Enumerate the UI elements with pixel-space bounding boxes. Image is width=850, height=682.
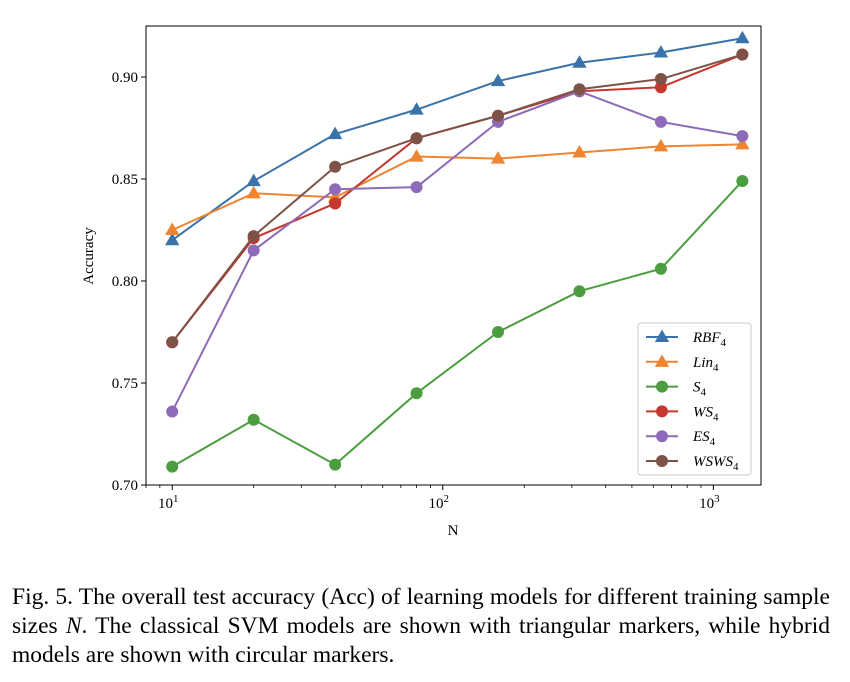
data-point-s4 xyxy=(492,326,505,338)
data-point-lin4 xyxy=(246,185,261,199)
data-point-rbf4 xyxy=(327,126,343,140)
data-point-es4 xyxy=(654,115,667,128)
y-tick-label: 0.80 xyxy=(112,274,138,290)
data-point-es4 xyxy=(166,405,179,418)
legend-marker-s4 xyxy=(656,380,668,393)
series-s4 xyxy=(166,175,749,473)
legend-label-wsws4: WSWS4 xyxy=(693,454,739,473)
legend-label-es4: ES4 xyxy=(692,429,716,448)
legend-label-rbf4: RBF4 xyxy=(692,330,727,349)
y-tick-label: 0.75 xyxy=(112,376,138,392)
data-point-s4 xyxy=(329,458,342,471)
data-point-wsws4 xyxy=(736,48,749,61)
caption-variable: N xyxy=(65,613,82,639)
data-point-lin4 xyxy=(735,136,750,150)
data-point-s4 xyxy=(410,387,423,400)
series-line-es4 xyxy=(171,90,743,413)
data-point-rbf4 xyxy=(409,102,424,115)
y-tick-label: 0.90 xyxy=(112,70,138,86)
series-es4 xyxy=(166,85,749,418)
series-wsws4 xyxy=(166,48,749,349)
data-point-rbf4 xyxy=(653,45,669,58)
legend-marker-wsws4 xyxy=(656,455,668,467)
data-point-es4 xyxy=(410,181,423,194)
data-point-lin4 xyxy=(490,151,506,164)
series-rbf4 xyxy=(165,30,750,246)
data-point-es4 xyxy=(247,244,260,257)
y-axis-label: Accuracy xyxy=(81,227,97,285)
x-tick-label: 102 xyxy=(429,493,450,512)
series-ws4 xyxy=(166,48,749,349)
figure-caption: Fig. 5. The overall test accuracy (Acc) … xyxy=(12,583,830,670)
legend-label-ws4: WS4 xyxy=(693,404,719,423)
data-point-lin4 xyxy=(165,222,180,236)
series-line-wsws4 xyxy=(171,53,743,343)
y-tick-label: 0.85 xyxy=(112,172,138,188)
y-tick-label: 0.70 xyxy=(112,478,138,494)
series-line-lin4 xyxy=(171,143,743,231)
caption-suffix: . The classical SVM models are shown wit… xyxy=(12,613,830,668)
data-point-rbf4 xyxy=(572,55,587,68)
data-point-rbf4 xyxy=(735,30,750,44)
data-point-wsws4 xyxy=(492,109,505,122)
data-point-es4 xyxy=(736,130,749,143)
accuracy-chart: 0.70 0.75 0.80 0.85 0.90 101 102 103 N Accuracy… xyxy=(81,25,762,539)
data-point-wsws4 xyxy=(410,132,423,145)
legend-marker-ws4 xyxy=(656,405,668,418)
data-point-rbf4 xyxy=(165,232,180,246)
data-point-s4 xyxy=(166,460,179,473)
x-tick-label: 103 xyxy=(699,493,720,512)
data-point-s4 xyxy=(736,175,749,188)
data-point-wsws4 xyxy=(573,83,586,96)
data-point-ws4 xyxy=(329,197,342,210)
data-point-s4 xyxy=(573,285,586,298)
data-point-lin4 xyxy=(409,149,424,162)
data-point-s4 xyxy=(654,262,667,275)
legend-label-s4: S4 xyxy=(693,380,707,399)
data-point-lin4 xyxy=(653,138,669,152)
legend-marker-es4 xyxy=(656,430,668,443)
legend-label-lin4: Lin4 xyxy=(692,355,719,374)
legend-marker-rbf4 xyxy=(654,329,670,343)
plot-frame xyxy=(145,25,762,486)
data-point-es4 xyxy=(329,183,342,196)
data-point-wsws4 xyxy=(247,230,260,243)
legend-marker-lin4 xyxy=(654,354,670,367)
legend: RBF4 Lin4 S4 WS4 ES4 WSWS4 xyxy=(637,322,752,476)
series-layer xyxy=(165,30,750,473)
series-line-ws4 xyxy=(171,53,743,343)
axis-ticks: 0.70 0.75 0.80 0.85 0.90 101 102 103 xyxy=(112,70,720,512)
caption-prefix: Fig. 5. The overall test accuracy (Acc) … xyxy=(12,584,830,639)
data-point-rbf4 xyxy=(246,173,261,187)
data-point-wsws4 xyxy=(329,160,342,173)
series-line-s4 xyxy=(171,180,744,468)
series-line-rbf4 xyxy=(171,37,743,242)
data-point-wsws4 xyxy=(654,73,667,86)
series-lin4 xyxy=(165,136,750,236)
data-point-lin4 xyxy=(572,145,587,158)
data-point-s4 xyxy=(247,413,260,426)
data-point-wsws4 xyxy=(166,336,179,349)
x-tick-label: 101 xyxy=(158,493,179,512)
x-axis-label: N xyxy=(448,523,459,539)
data-point-rbf4 xyxy=(490,73,506,87)
